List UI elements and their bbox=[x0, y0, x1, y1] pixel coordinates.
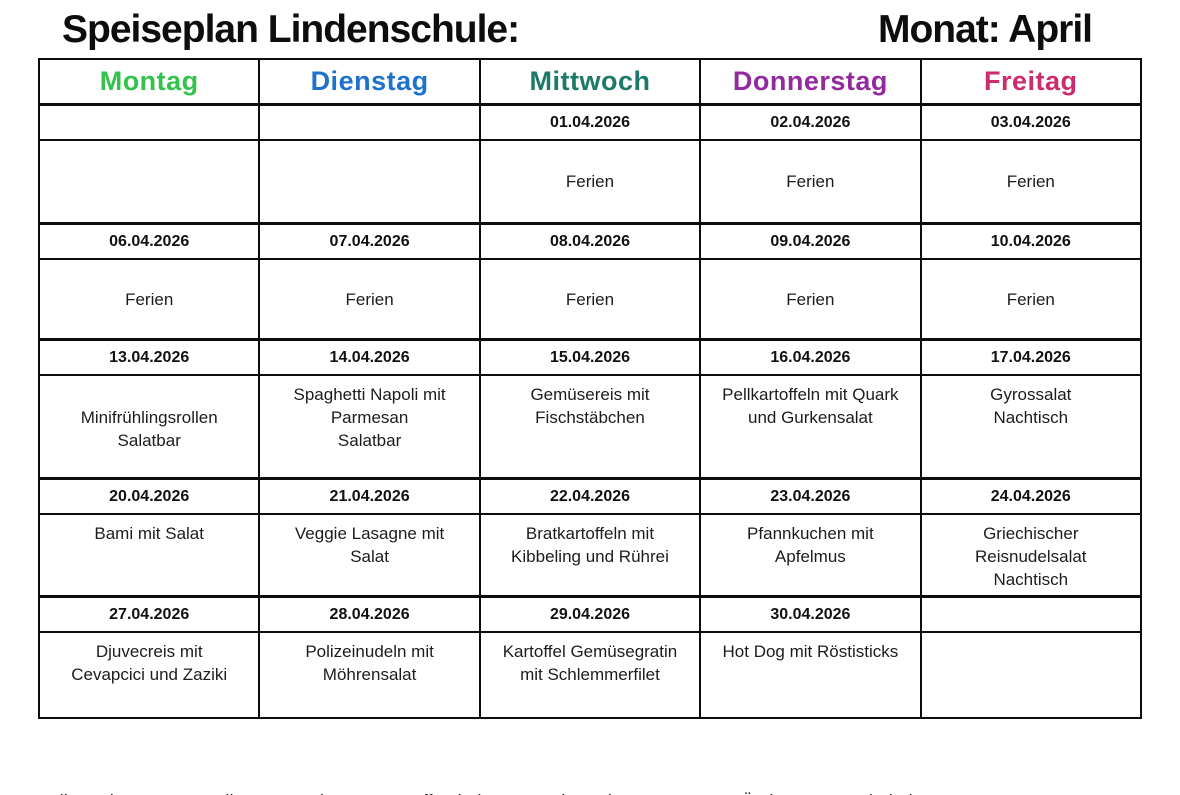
date-cell: 16.04.2026 bbox=[699, 338, 922, 376]
date-cell: 23.04.2026 bbox=[699, 477, 922, 515]
footer-note: Sollten Sie Fragen zu Allergenen oder Zu… bbox=[38, 791, 1180, 795]
meal-cell: Bami mit Salat bbox=[37, 513, 261, 598]
day-header-montag: Montag bbox=[37, 58, 261, 106]
month-title: Monat: April bbox=[877, 8, 1093, 51]
date-cell: 30.04.2026 bbox=[699, 595, 922, 633]
title-bar: Speiseplan Lindenschule: Monat: April bbox=[0, 0, 1180, 58]
meal-cell bbox=[919, 631, 1143, 719]
date-cell: 21.04.2026 bbox=[258, 477, 481, 515]
date-cell: 10.04.2026 bbox=[919, 222, 1143, 260]
week-1-meal-row: Ferien Ferien Ferien bbox=[37, 139, 1143, 225]
date-cell bbox=[919, 595, 1143, 633]
date-cell: 02.04.2026 bbox=[699, 103, 922, 141]
week-5-meal-row: Djuvecreis mit Cevapcici und Zaziki Poliz… bbox=[37, 631, 1143, 719]
meal-cell: Gyrossalat Nachtisch bbox=[919, 374, 1143, 480]
date-cell: 13.04.2026 bbox=[37, 338, 261, 376]
meal-cell: Veggie Lasagne mit Salat bbox=[258, 513, 481, 598]
week-4-meal-row: Bami mit Salat Veggie Lasagne mit Salat Br… bbox=[37, 513, 1143, 598]
date-cell: 14.04.2026 bbox=[258, 338, 481, 376]
meal-cell: Ferien bbox=[478, 139, 702, 225]
week-4-date-row: 20.04.2026 21.04.2026 22.04.2026 23.04.2026… bbox=[37, 477, 1143, 515]
week-1-date-row: 01.04.2026 02.04.2026 03.04.2026 bbox=[37, 103, 1143, 141]
meal-cell: Bratkartoffeln mit Kibbeling und Rührei bbox=[478, 513, 702, 598]
day-header-row: Montag Dienstag Mittwoch Donnerstag Freitag bbox=[37, 58, 1143, 106]
date-cell: 29.04.2026 bbox=[478, 595, 702, 633]
meal-cell: Kartoffel Gemüsegratin mit Schlemmerfile… bbox=[478, 631, 702, 719]
date-cell: 27.04.2026 bbox=[37, 595, 261, 633]
week-3-meal-row: Minifrühlingsrollen Salatbar Spaghetti Na… bbox=[37, 374, 1143, 480]
week-5-date-row: 27.04.2026 28.04.2026 29.04.2026 30.04.2026 bbox=[37, 595, 1143, 633]
meal-cell: Pellkartoffeln mit Quark und Gurkensalat bbox=[699, 374, 922, 480]
date-cell: 22.04.2026 bbox=[478, 477, 702, 515]
meal-cell: Ferien bbox=[258, 258, 481, 341]
meal-cell bbox=[258, 139, 481, 225]
date-cell: 08.04.2026 bbox=[478, 222, 702, 260]
meal-cell: Griechischer Reisnudelsalat Nachtisch bbox=[919, 513, 1143, 598]
meal-cell: Hot Dog mit Röstisticks bbox=[699, 631, 922, 719]
meal-cell: Gemüsereis mit Fischstäbchen bbox=[478, 374, 702, 480]
date-cell bbox=[258, 103, 481, 141]
week-3-date-row: 13.04.2026 14.04.2026 15.04.2026 16.04.2026… bbox=[37, 338, 1143, 376]
meal-cell: Ferien bbox=[699, 139, 922, 225]
page-title: Speiseplan Lindenschule: bbox=[62, 8, 520, 51]
date-cell: 17.04.2026 bbox=[919, 338, 1143, 376]
meal-cell: Ferien bbox=[478, 258, 702, 341]
date-cell: 01.04.2026 bbox=[478, 103, 702, 141]
menu-table-body: 01.04.2026 02.04.2026 03.04.2026 Ferien Feri… bbox=[37, 103, 1143, 719]
date-cell: 15.04.2026 bbox=[478, 338, 702, 376]
day-header-donnerstag: Donnerstag bbox=[699, 58, 922, 106]
date-cell: 20.04.2026 bbox=[37, 477, 261, 515]
date-cell: 06.04.2026 bbox=[37, 222, 261, 260]
meal-cell bbox=[37, 139, 261, 225]
meal-cell: Ferien bbox=[919, 139, 1143, 225]
date-cell: 28.04.2026 bbox=[258, 595, 481, 633]
meal-cell: Spaghetti Napoli mit Parmesan Salatbar bbox=[258, 374, 481, 480]
meal-cell: Polizeinudeln mit Möhrensalat bbox=[258, 631, 481, 719]
meal-cell: Ferien bbox=[699, 258, 922, 341]
day-header-mittwoch: Mittwoch bbox=[478, 58, 702, 106]
meal-cell: Ferien bbox=[37, 258, 261, 341]
date-cell: 24.04.2026 bbox=[919, 477, 1143, 515]
date-cell: 03.04.2026 bbox=[919, 103, 1143, 141]
meal-cell: Ferien bbox=[919, 258, 1143, 341]
date-cell: 07.04.2026 bbox=[258, 222, 481, 260]
meal-cell: Minifrühlingsrollen Salatbar bbox=[37, 374, 261, 480]
day-header-dienstag: Dienstag bbox=[258, 58, 481, 106]
meal-plan-table: Montag Dienstag Mittwoch Donnerstag Freitag … bbox=[37, 58, 1143, 719]
table-head: Montag Dienstag Mittwoch Donnerstag Freitag bbox=[37, 58, 1143, 106]
week-2-meal-row: Ferien Ferien Ferien Ferien Ferien bbox=[37, 258, 1143, 341]
week-2-date-row: 06.04.2026 07.04.2026 08.04.2026 09.04.2026… bbox=[37, 222, 1143, 260]
date-cell: 09.04.2026 bbox=[699, 222, 922, 260]
date-cell bbox=[37, 103, 261, 141]
meal-cell: Pfannkuchen mit Apfelmus bbox=[699, 513, 922, 598]
day-header-freitag: Freitag bbox=[919, 58, 1143, 106]
meal-cell: Djuvecreis mit Cevapcici und Zaziki bbox=[37, 631, 261, 719]
